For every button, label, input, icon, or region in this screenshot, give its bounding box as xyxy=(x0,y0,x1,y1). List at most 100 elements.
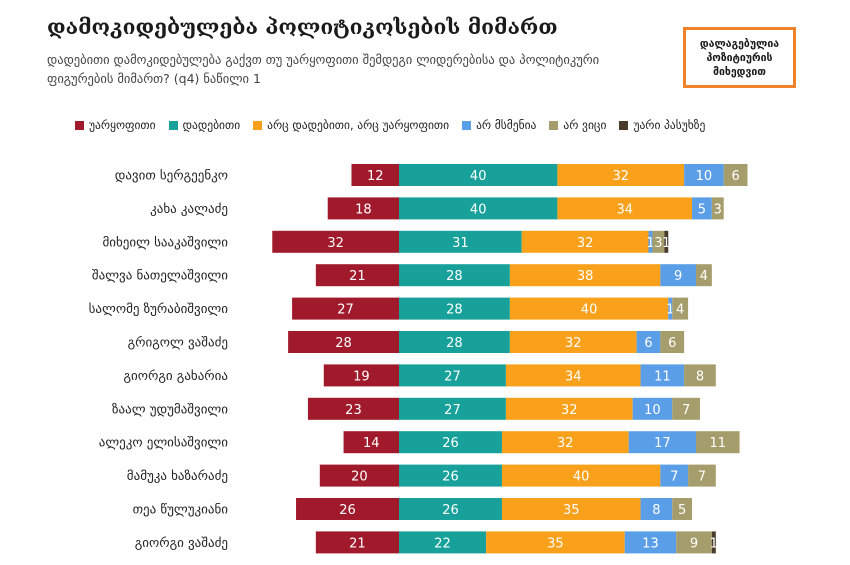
bar-segment xyxy=(486,531,625,554)
bar-segment xyxy=(399,464,502,487)
legend-swatch xyxy=(549,120,559,130)
data-label: 28 xyxy=(446,303,463,318)
bar-segment xyxy=(557,197,693,220)
data-label: 10 xyxy=(696,169,713,184)
data-label: 27 xyxy=(337,303,354,318)
data-label: 5 xyxy=(678,503,686,518)
data-label: 21 xyxy=(349,536,366,551)
data-label: 34 xyxy=(565,369,582,384)
legend-item: დადებითი xyxy=(168,118,241,132)
legend-label: უარყოფითი xyxy=(89,118,156,132)
bar-segment xyxy=(399,397,506,420)
data-label: 1 xyxy=(710,536,718,551)
bar-segment xyxy=(501,464,661,487)
category-label: შალვა ნათელაშვილი xyxy=(92,269,228,284)
data-label: 4 xyxy=(676,303,684,318)
legend-label: არ მსმენია xyxy=(476,118,537,132)
bar-segment xyxy=(668,297,673,320)
data-label: 27 xyxy=(444,403,461,418)
bar-segment xyxy=(660,264,696,287)
category-label: სალომე ზურაბიშვილი xyxy=(89,302,229,317)
sort-note-text: დალაგებულია პოზიტიურის მიხედვით xyxy=(699,37,780,78)
bar-segment xyxy=(664,230,669,253)
category-label: გრიგოლ ვაშაძე xyxy=(128,336,228,351)
legend-swatch xyxy=(75,120,84,130)
sort-note-badge: დალაგებულია პოზიტიურის მიხედვით xyxy=(683,27,796,88)
data-label: 6 xyxy=(731,169,739,184)
legend-swatch xyxy=(253,120,263,130)
data-label: 20 xyxy=(351,470,368,485)
data-label: 26 xyxy=(442,503,459,518)
bar-segment xyxy=(399,264,510,287)
data-label: 1 xyxy=(666,303,674,318)
bar-segment xyxy=(399,431,502,454)
data-label: 3 xyxy=(654,236,662,251)
legend-item: არ ვიცი xyxy=(549,118,606,132)
bar-segment xyxy=(505,364,641,387)
bar-segment xyxy=(399,498,502,520)
data-label: 26 xyxy=(442,470,459,485)
data-label: 34 xyxy=(616,202,633,217)
data-label: 32 xyxy=(565,336,582,351)
data-label: 32 xyxy=(327,236,344,251)
bar-segment xyxy=(684,164,724,186)
bar-segment xyxy=(636,331,661,353)
bar-segment xyxy=(509,264,661,287)
bar-segment xyxy=(501,498,641,520)
bar-segment xyxy=(288,331,399,353)
data-label: 8 xyxy=(652,503,660,518)
legend-swatch xyxy=(619,120,629,130)
bar-segment xyxy=(521,230,649,253)
data-label: 32 xyxy=(612,169,629,184)
bar-segment xyxy=(711,531,716,554)
bar-segment xyxy=(501,431,629,454)
bar-segment xyxy=(696,431,740,454)
bar-segment xyxy=(652,230,665,253)
bar-segment xyxy=(672,297,689,320)
category-label: მამუკა ხაზარაძე xyxy=(127,469,228,484)
data-label: 38 xyxy=(577,269,594,284)
chart-subtitle: დადებითი დამოკიდებულება გაქვთ თუ უარყოფი… xyxy=(47,52,600,86)
bar-segment xyxy=(509,331,637,353)
data-label: 31 xyxy=(452,236,469,251)
data-label: 11 xyxy=(654,369,671,384)
bar-segment xyxy=(723,164,748,186)
bar-segment xyxy=(684,364,716,387)
bar-segment xyxy=(509,297,669,320)
data-label: 8 xyxy=(696,369,704,384)
legend: უარყოფითი დადებითი არც დადებითი, არც უარ… xyxy=(75,118,705,132)
bar-segment xyxy=(624,531,677,554)
bar-segment xyxy=(648,230,653,253)
data-label: 17 xyxy=(654,436,671,451)
data-label: 9 xyxy=(690,536,698,551)
bar-segment xyxy=(351,164,399,186)
data-label: 10 xyxy=(644,403,661,418)
bar-segment xyxy=(292,297,399,320)
legend-label: არც დადებითი, არც უარყოფითი xyxy=(267,118,450,132)
bar-segment xyxy=(399,364,506,387)
bar-segment xyxy=(557,164,685,186)
bar-segment xyxy=(672,397,700,420)
data-label: 32 xyxy=(557,436,574,451)
legend-label: დადებითი xyxy=(182,118,241,132)
data-label: 35 xyxy=(563,503,580,518)
bar-segment xyxy=(343,431,399,454)
bar-segment xyxy=(632,397,673,420)
category-label: გიორგი ვაშაძე xyxy=(135,536,228,551)
data-label: 3 xyxy=(714,202,722,217)
bar-segment xyxy=(399,164,558,186)
bar-segment xyxy=(688,464,716,487)
bar-segment xyxy=(399,197,558,220)
bar-segment xyxy=(323,364,399,387)
category-label: მიხეილ სააკაშვილი xyxy=(102,235,228,250)
data-label: 19 xyxy=(353,369,370,384)
legend-swatch xyxy=(168,120,178,130)
bar-segment xyxy=(315,531,399,554)
bar-segment xyxy=(307,397,399,420)
data-label: 32 xyxy=(561,403,578,418)
data-label: 11 xyxy=(710,436,727,451)
category-label: გიორგი გახარია xyxy=(124,369,229,384)
category-label: ალეკო ელისაშვილი xyxy=(99,436,229,451)
bar-segment xyxy=(676,531,712,554)
